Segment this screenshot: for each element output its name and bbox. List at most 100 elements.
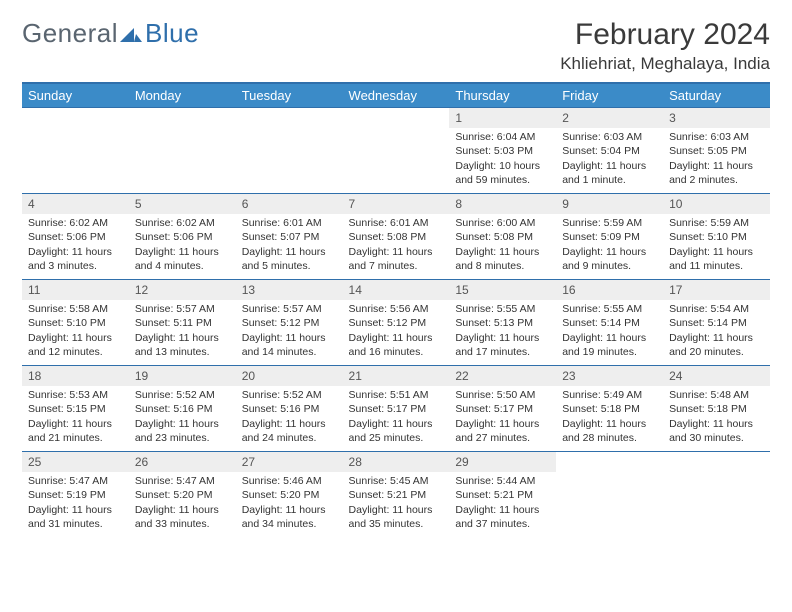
logo-text-general: General (22, 18, 118, 49)
day-details: Sunrise: 6:03 AMSunset: 5:04 PMDaylight:… (556, 128, 663, 191)
logo: General Blue (22, 18, 199, 49)
day-number: 20 (236, 366, 343, 386)
day-details: Sunrise: 5:57 AMSunset: 5:11 PMDaylight:… (129, 300, 236, 363)
day-number: 4 (22, 194, 129, 214)
day-header: Friday (556, 83, 663, 108)
calendar-day-cell: 13Sunrise: 5:57 AMSunset: 5:12 PMDayligh… (236, 280, 343, 366)
day-details: Sunrise: 6:00 AMSunset: 5:08 PMDaylight:… (449, 214, 556, 277)
calendar-day-cell: .. (663, 452, 770, 538)
calendar-day-cell: 2Sunrise: 6:03 AMSunset: 5:04 PMDaylight… (556, 108, 663, 194)
day-details: Sunrise: 5:46 AMSunset: 5:20 PMDaylight:… (236, 472, 343, 535)
calendar-day-cell: 24Sunrise: 5:48 AMSunset: 5:18 PMDayligh… (663, 366, 770, 452)
day-number: 7 (343, 194, 450, 214)
day-number: 17 (663, 280, 770, 300)
calendar-day-cell: 11Sunrise: 5:58 AMSunset: 5:10 PMDayligh… (22, 280, 129, 366)
day-number: 27 (236, 452, 343, 472)
calendar-day-cell: 12Sunrise: 5:57 AMSunset: 5:11 PMDayligh… (129, 280, 236, 366)
calendar-week-row: 18Sunrise: 5:53 AMSunset: 5:15 PMDayligh… (22, 366, 770, 452)
day-details: Sunrise: 6:01 AMSunset: 5:08 PMDaylight:… (343, 214, 450, 277)
day-details: Sunrise: 5:48 AMSunset: 5:18 PMDaylight:… (663, 386, 770, 449)
day-details: Sunrise: 5:59 AMSunset: 5:10 PMDaylight:… (663, 214, 770, 277)
calendar-day-cell: 23Sunrise: 5:49 AMSunset: 5:18 PMDayligh… (556, 366, 663, 452)
day-number: 24 (663, 366, 770, 386)
calendar-day-cell: 14Sunrise: 5:56 AMSunset: 5:12 PMDayligh… (343, 280, 450, 366)
day-number: 13 (236, 280, 343, 300)
day-number: 11 (22, 280, 129, 300)
day-header: Tuesday (236, 83, 343, 108)
calendar-day-cell: 21Sunrise: 5:51 AMSunset: 5:17 PMDayligh… (343, 366, 450, 452)
location-subtitle: Khliehriat, Meghalaya, India (560, 54, 770, 74)
day-details: Sunrise: 5:45 AMSunset: 5:21 PMDaylight:… (343, 472, 450, 535)
day-number: 29 (449, 452, 556, 472)
day-header: Monday (129, 83, 236, 108)
day-number: 14 (343, 280, 450, 300)
header: General Blue February 2024 Khliehriat, M… (22, 18, 770, 74)
day-details: Sunrise: 5:57 AMSunset: 5:12 PMDaylight:… (236, 300, 343, 363)
calendar-day-cell: 6Sunrise: 6:01 AMSunset: 5:07 PMDaylight… (236, 194, 343, 280)
day-number: 21 (343, 366, 450, 386)
calendar-day-cell: .. (343, 108, 450, 194)
day-details: Sunrise: 5:47 AMSunset: 5:19 PMDaylight:… (22, 472, 129, 535)
calendar-week-row: ........1Sunrise: 6:04 AMSunset: 5:03 PM… (22, 108, 770, 194)
day-header: Thursday (449, 83, 556, 108)
calendar-day-cell: 10Sunrise: 5:59 AMSunset: 5:10 PMDayligh… (663, 194, 770, 280)
day-number: 8 (449, 194, 556, 214)
calendar-day-cell: 17Sunrise: 5:54 AMSunset: 5:14 PMDayligh… (663, 280, 770, 366)
calendar-day-cell: 7Sunrise: 6:01 AMSunset: 5:08 PMDaylight… (343, 194, 450, 280)
day-details: Sunrise: 5:53 AMSunset: 5:15 PMDaylight:… (22, 386, 129, 449)
calendar-day-cell: .. (556, 452, 663, 538)
day-number: 26 (129, 452, 236, 472)
day-details: Sunrise: 5:52 AMSunset: 5:16 PMDaylight:… (129, 386, 236, 449)
day-number: 2 (556, 108, 663, 128)
calendar-day-cell: 20Sunrise: 5:52 AMSunset: 5:16 PMDayligh… (236, 366, 343, 452)
calendar-day-cell: 22Sunrise: 5:50 AMSunset: 5:17 PMDayligh… (449, 366, 556, 452)
calendar-week-row: 11Sunrise: 5:58 AMSunset: 5:10 PMDayligh… (22, 280, 770, 366)
day-details: Sunrise: 5:54 AMSunset: 5:14 PMDaylight:… (663, 300, 770, 363)
calendar-day-cell: 15Sunrise: 5:55 AMSunset: 5:13 PMDayligh… (449, 280, 556, 366)
day-number: 23 (556, 366, 663, 386)
calendar-day-cell: 26Sunrise: 5:47 AMSunset: 5:20 PMDayligh… (129, 452, 236, 538)
calendar-day-cell: 4Sunrise: 6:02 AMSunset: 5:06 PMDaylight… (22, 194, 129, 280)
day-details: Sunrise: 5:50 AMSunset: 5:17 PMDaylight:… (449, 386, 556, 449)
day-details: Sunrise: 5:56 AMSunset: 5:12 PMDaylight:… (343, 300, 450, 363)
calendar-day-cell: 5Sunrise: 6:02 AMSunset: 5:06 PMDaylight… (129, 194, 236, 280)
day-details: Sunrise: 5:44 AMSunset: 5:21 PMDaylight:… (449, 472, 556, 535)
day-details: Sunrise: 6:02 AMSunset: 5:06 PMDaylight:… (129, 214, 236, 277)
day-details: Sunrise: 5:59 AMSunset: 5:09 PMDaylight:… (556, 214, 663, 277)
month-title: February 2024 (560, 18, 770, 52)
calendar-day-cell: .. (236, 108, 343, 194)
calendar-day-cell: 28Sunrise: 5:45 AMSunset: 5:21 PMDayligh… (343, 452, 450, 538)
day-number: 22 (449, 366, 556, 386)
day-header-row: SundayMondayTuesdayWednesdayThursdayFrid… (22, 83, 770, 108)
day-details: Sunrise: 6:02 AMSunset: 5:06 PMDaylight:… (22, 214, 129, 277)
calendar-day-cell: 1Sunrise: 6:04 AMSunset: 5:03 PMDaylight… (449, 108, 556, 194)
day-number: 12 (129, 280, 236, 300)
calendar-day-cell: .. (129, 108, 236, 194)
calendar-day-cell: 8Sunrise: 6:00 AMSunset: 5:08 PMDaylight… (449, 194, 556, 280)
day-number: 10 (663, 194, 770, 214)
day-number: 28 (343, 452, 450, 472)
calendar-day-cell: 16Sunrise: 5:55 AMSunset: 5:14 PMDayligh… (556, 280, 663, 366)
day-details: Sunrise: 5:52 AMSunset: 5:16 PMDaylight:… (236, 386, 343, 449)
day-number: 16 (556, 280, 663, 300)
calendar-table: SundayMondayTuesdayWednesdayThursdayFrid… (22, 82, 770, 538)
day-number: 6 (236, 194, 343, 214)
logo-text-blue: Blue (145, 18, 199, 49)
day-header: Saturday (663, 83, 770, 108)
day-number: 9 (556, 194, 663, 214)
day-number: 19 (129, 366, 236, 386)
calendar-week-row: 4Sunrise: 6:02 AMSunset: 5:06 PMDaylight… (22, 194, 770, 280)
calendar-day-cell: 3Sunrise: 6:03 AMSunset: 5:05 PMDaylight… (663, 108, 770, 194)
day-details: Sunrise: 6:01 AMSunset: 5:07 PMDaylight:… (236, 214, 343, 277)
day-header: Wednesday (343, 83, 450, 108)
day-details: Sunrise: 5:58 AMSunset: 5:10 PMDaylight:… (22, 300, 129, 363)
day-details: Sunrise: 6:03 AMSunset: 5:05 PMDaylight:… (663, 128, 770, 191)
calendar-day-cell: 19Sunrise: 5:52 AMSunset: 5:16 PMDayligh… (129, 366, 236, 452)
day-details: Sunrise: 5:49 AMSunset: 5:18 PMDaylight:… (556, 386, 663, 449)
calendar-day-cell: 29Sunrise: 5:44 AMSunset: 5:21 PMDayligh… (449, 452, 556, 538)
calendar-day-cell: 27Sunrise: 5:46 AMSunset: 5:20 PMDayligh… (236, 452, 343, 538)
logo-triangle-icon (120, 18, 142, 49)
title-block: February 2024 Khliehriat, Meghalaya, Ind… (560, 18, 770, 74)
day-number: 25 (22, 452, 129, 472)
calendar-week-row: 25Sunrise: 5:47 AMSunset: 5:19 PMDayligh… (22, 452, 770, 538)
